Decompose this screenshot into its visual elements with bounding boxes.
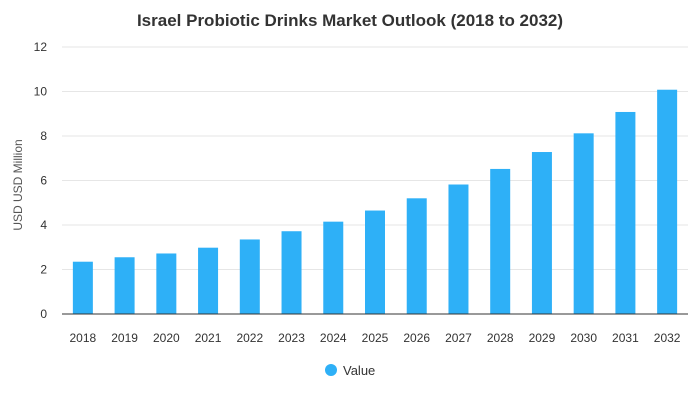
bar-2026[interactable]: [406, 198, 427, 314]
y-tick-label: 12: [34, 40, 48, 54]
x-tick-label: 2026: [403, 331, 430, 345]
bar-2028[interactable]: [490, 168, 511, 314]
x-tick-label: 2019: [111, 331, 138, 345]
x-tick-label: 2032: [654, 331, 681, 345]
x-tick-label: 2023: [278, 331, 305, 345]
bar-2032[interactable]: [657, 89, 678, 314]
bar-2025[interactable]: [365, 210, 385, 314]
legend-marker: [325, 364, 337, 376]
y-axis-label: USD USD Million: [11, 139, 25, 230]
bar-2020[interactable]: [156, 253, 177, 314]
legend[interactable]: Value: [325, 363, 375, 378]
y-tick-label: 10: [34, 85, 48, 99]
x-tick-label: 2020: [153, 331, 180, 345]
y-tick-label: 6: [40, 174, 47, 188]
chart-title: Israel Probiotic Drinks Market Outlook (…: [137, 11, 563, 30]
bar-2031[interactable]: [615, 111, 636, 314]
bar-2023[interactable]: [281, 231, 302, 314]
bar-2030[interactable]: [573, 133, 594, 314]
x-tick-label: 2024: [320, 331, 347, 345]
x-tick-label: 2031: [612, 331, 639, 345]
bar-2019[interactable]: [114, 257, 135, 314]
x-tick-label: 2027: [445, 331, 472, 345]
bar-2029[interactable]: [531, 152, 552, 314]
x-tick-label: 2030: [570, 331, 597, 345]
y-tick-label: 0: [40, 307, 47, 321]
x-tick-label: 2028: [487, 331, 514, 345]
bar-2022[interactable]: [239, 239, 260, 314]
x-tick-label: 2021: [195, 331, 222, 345]
legend-label: Value: [343, 363, 375, 378]
bar-2024[interactable]: [323, 221, 344, 314]
x-tick-label: 2025: [362, 331, 389, 345]
x-tick-label: 2029: [529, 331, 556, 345]
bar-2018[interactable]: [72, 261, 93, 314]
y-tick-label: 4: [40, 218, 47, 232]
x-axis-ticks: 2018 2019 2020 2021 2022 2023 2024 2025 2026 2027…: [70, 331, 681, 345]
x-tick-label: 2022: [236, 331, 263, 345]
y-axis-ticks: 0 2 4 6 8 10 12: [34, 40, 48, 321]
bar-2021[interactable]: [198, 247, 219, 314]
bar-2027[interactable]: [448, 184, 469, 314]
y-tick-label: 8: [40, 129, 47, 143]
bars: [72, 89, 678, 314]
y-tick-label: 2: [40, 263, 47, 277]
x-tick-label: 2018: [70, 331, 97, 345]
